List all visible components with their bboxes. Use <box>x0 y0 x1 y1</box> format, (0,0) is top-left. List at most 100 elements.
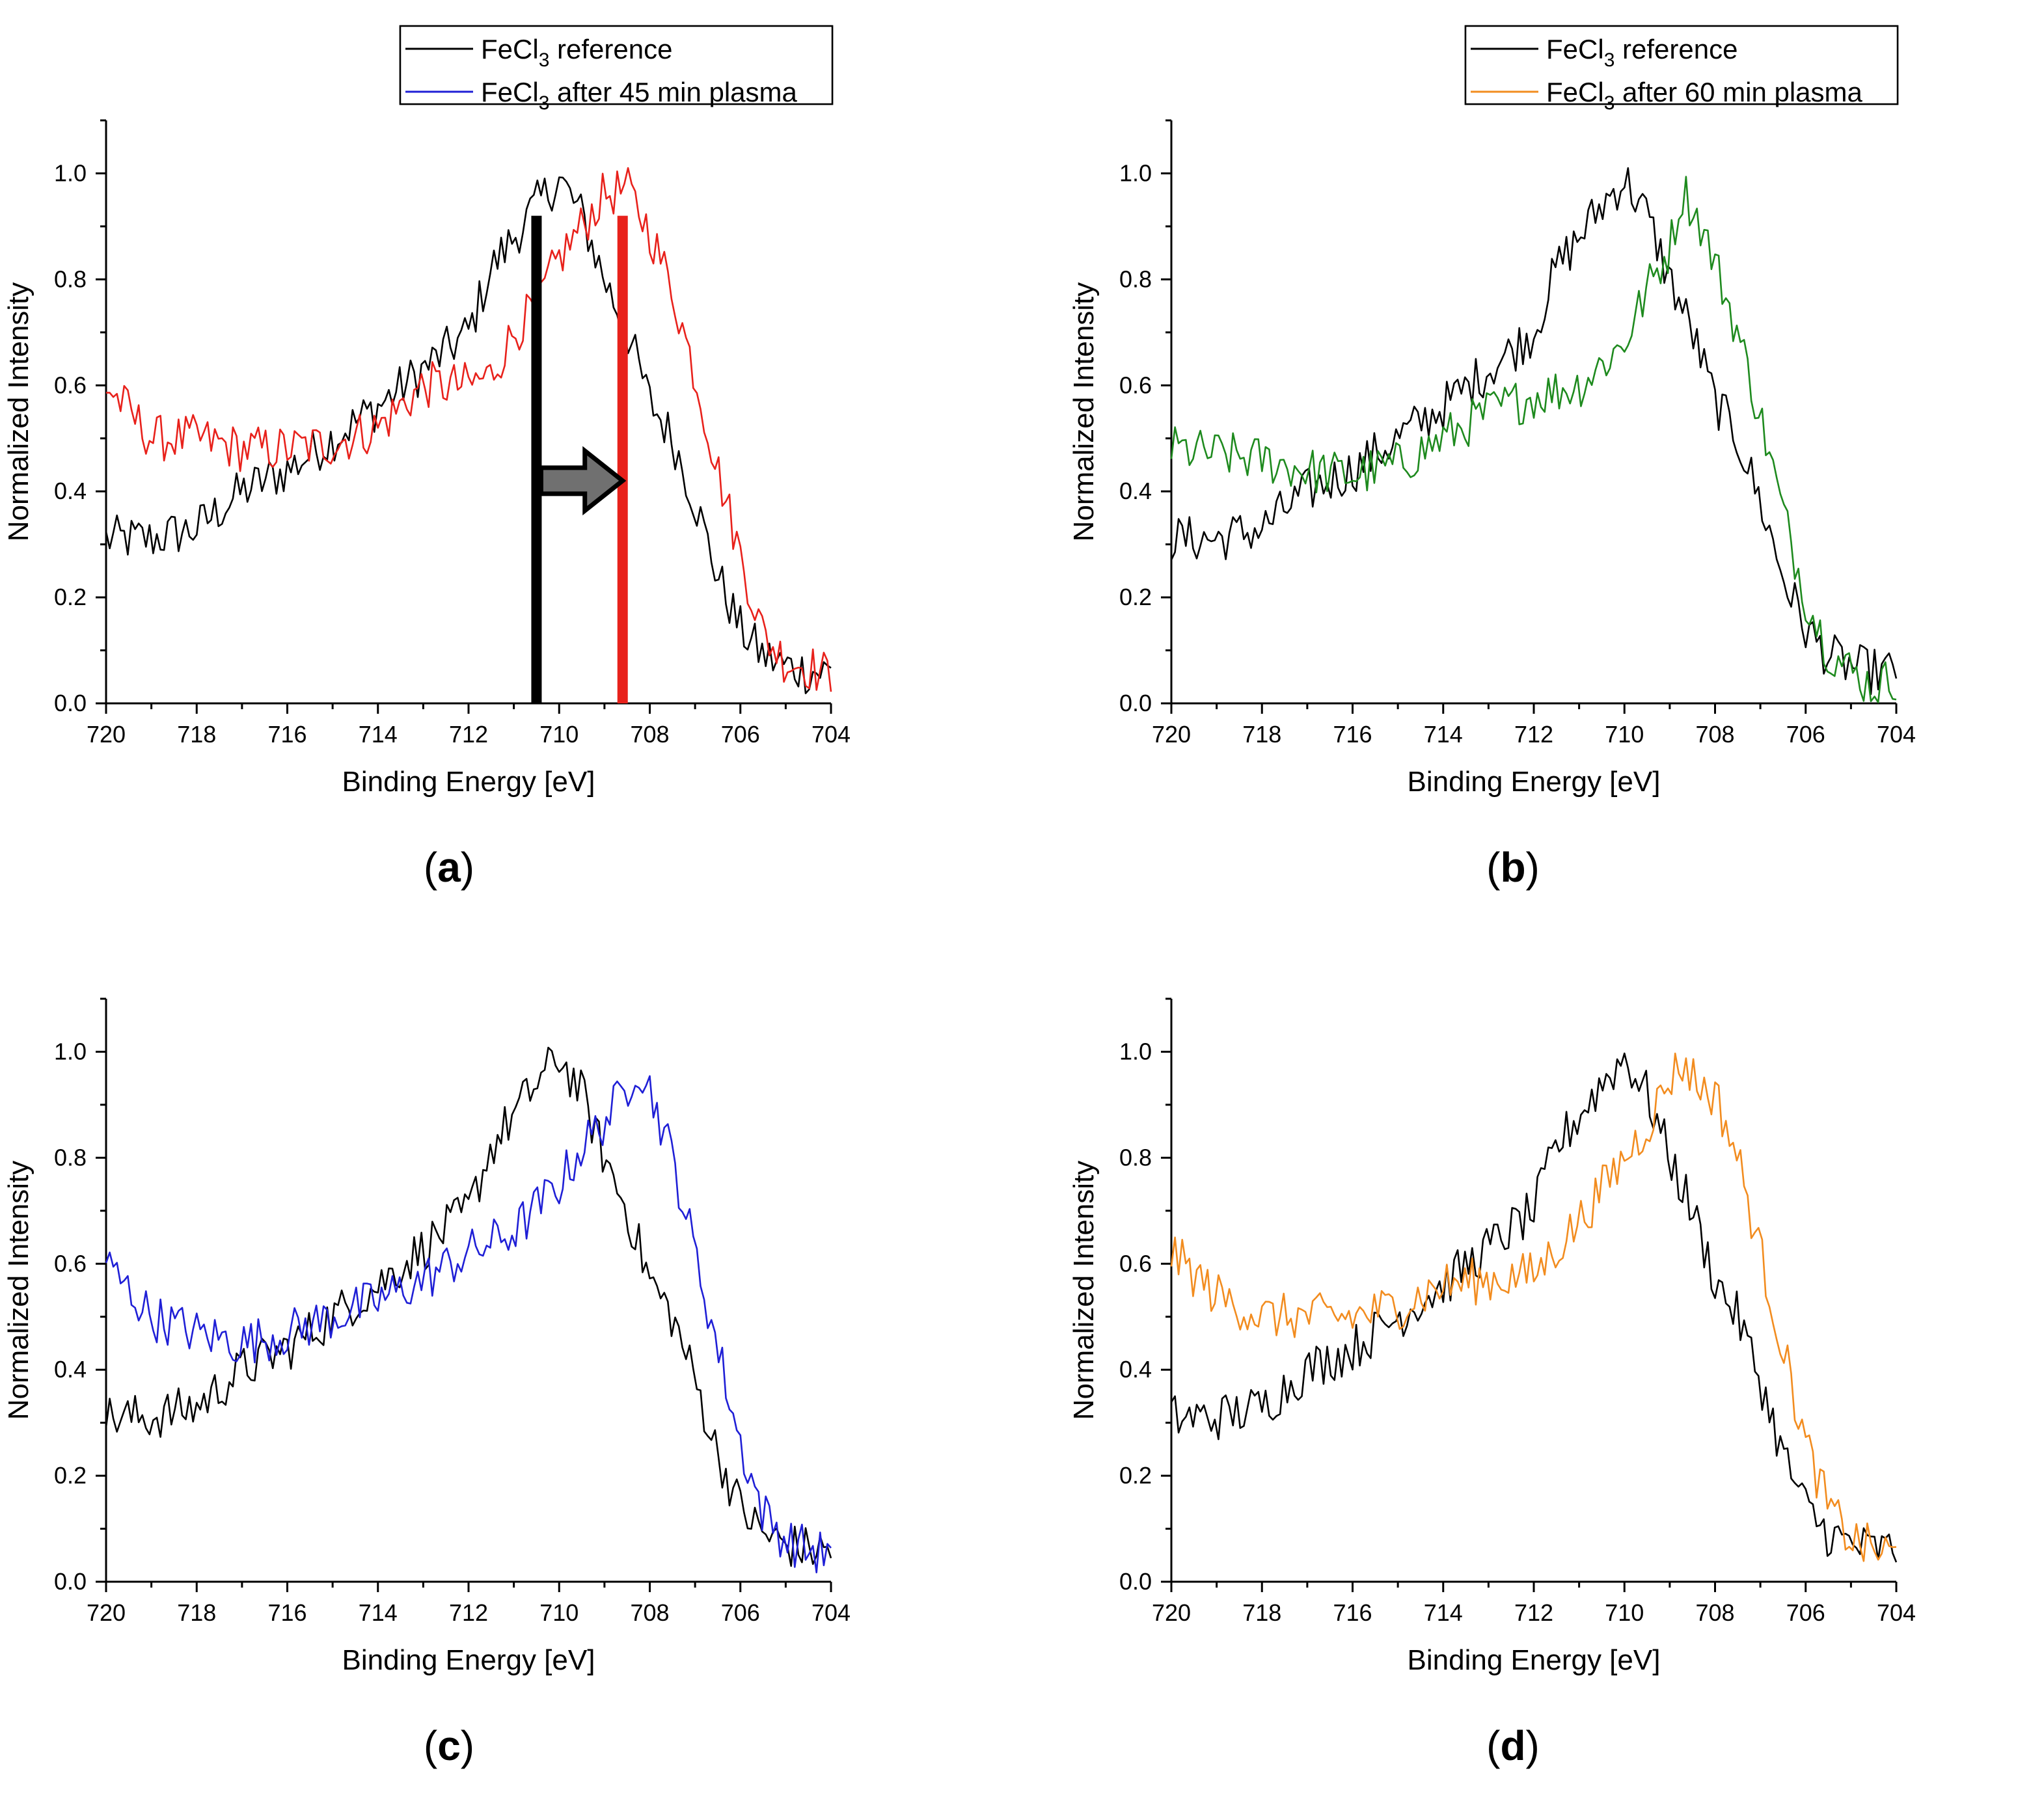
y-tick-label: 0.2 <box>54 584 87 610</box>
legend-label-subscript: 3 <box>539 92 550 114</box>
series-line-0 <box>105 1046 832 1567</box>
series-line-1 <box>106 167 832 692</box>
legend-label-suffix: after 45 min plasma <box>549 77 797 107</box>
panel-label-close: ) <box>1526 844 1540 891</box>
x-tick-label: 712 <box>1514 1599 1553 1626</box>
y-tick-label: 0.0 <box>54 1568 87 1595</box>
x-tick-label: 706 <box>721 1599 760 1626</box>
y-tick-label: 1.0 <box>54 1038 87 1064</box>
y-tick-label: 0.0 <box>54 690 87 716</box>
x-tick-label: 714 <box>359 721 398 748</box>
x-axis-label: Binding Energy [eV] <box>342 766 595 798</box>
y-tick-label: 0.6 <box>54 372 87 398</box>
y-tick-label: 0.4 <box>54 478 87 504</box>
y-axis-label: Normalized Intensity <box>1068 282 1100 542</box>
series-line-0 <box>1170 1052 1898 1563</box>
y-axis-label: Normalized Intensity <box>3 1161 34 1420</box>
panel-label-close: ) <box>461 1722 474 1769</box>
x-tick-label: 716 <box>1333 721 1372 748</box>
panel-label-letter: a <box>437 844 461 891</box>
series-line-1 <box>1170 176 1897 703</box>
x-tick-label: 708 <box>1695 1599 1734 1626</box>
legend-label-subscript: 3 <box>539 49 550 71</box>
y-tick-label: 1.0 <box>1119 159 1152 186</box>
x-tick-label: 710 <box>1605 1599 1644 1626</box>
y-tick-label: 0.2 <box>1119 584 1152 610</box>
panel-label-letter: b <box>1500 844 1525 891</box>
legend-label: FeCl3 reference <box>1546 34 1737 71</box>
x-tick-label: 718 <box>177 1599 216 1626</box>
legend-label-subscript: 3 <box>1604 49 1615 71</box>
y-tick-label: 1.0 <box>1119 1038 1152 1064</box>
panel-label-letter: c <box>437 1722 461 1769</box>
legend-label: FeCl3 reference <box>481 34 672 71</box>
panel-label: (b) <box>1486 844 1540 891</box>
x-tick-label: 708 <box>630 721 669 748</box>
x-tick-label: 716 <box>1333 1599 1372 1626</box>
panel-label-close: ) <box>461 844 474 891</box>
x-tick-label: 720 <box>87 1599 126 1626</box>
y-tick-label: 0.4 <box>1119 478 1152 504</box>
y-tick-label: 0.8 <box>54 1144 87 1171</box>
panel-label: (a) <box>424 844 474 891</box>
panel-a: 720 718 716 714 712 710 708 706 704 0.0 0.2 0.4 0.6 0… <box>3 25 851 891</box>
x-tick-label: 704 <box>1877 721 1916 748</box>
panel-label-open: ( <box>1486 844 1500 891</box>
panel-b: 720 718 716 714 712 710 708 706 704 0.0 0.2 0.4 0.6 0… <box>1068 25 1916 891</box>
y-tick-label: 0.0 <box>1119 690 1152 716</box>
x-tick-label: 710 <box>539 721 579 748</box>
series-line-1 <box>1170 1052 1897 1562</box>
series-line-0 <box>105 176 832 694</box>
y-tick-label: 0.4 <box>54 1356 87 1383</box>
legend-label-suffix: reference <box>549 34 672 64</box>
x-tick-label: 718 <box>1242 1599 1281 1626</box>
x-tick-label: 708 <box>1695 721 1734 748</box>
peak-marker-bar <box>531 215 542 704</box>
x-tick-label: 712 <box>449 1599 488 1626</box>
legend-label-prefix: FeCl <box>481 77 539 107</box>
x-tick-label: 714 <box>1424 1599 1463 1626</box>
x-tick-label: 714 <box>359 1599 398 1626</box>
legend-label: FeCl3 after 45 min plasma <box>481 77 798 114</box>
legend-label: FeCl3 after 60 min plasma <box>1546 77 1863 114</box>
y-tick-label: 0.6 <box>54 1250 87 1277</box>
legend-label-prefix: FeCl <box>1546 77 1604 107</box>
y-tick-label: 0.2 <box>54 1462 87 1489</box>
x-axis-label: Binding Energy [eV] <box>1408 1644 1661 1676</box>
x-tick-label: 710 <box>1605 721 1644 748</box>
x-tick-label: 706 <box>1786 1599 1825 1626</box>
y-tick-label: 0.6 <box>1119 1250 1152 1277</box>
x-tick-label: 710 <box>539 1599 579 1626</box>
x-tick-label: 706 <box>721 721 760 748</box>
panel-label-close: ) <box>1526 1722 1540 1769</box>
y-axis-label: Normalized Intensity <box>3 282 34 542</box>
panel-label-open: ( <box>424 844 437 891</box>
x-tick-label: 720 <box>87 721 126 748</box>
x-tick-label: 704 <box>811 1599 851 1626</box>
x-tick-label: 704 <box>811 721 851 748</box>
y-tick-label: 0.8 <box>1119 1144 1152 1171</box>
series-line-1 <box>105 1075 832 1574</box>
legend-label-prefix: FeCl <box>481 34 539 64</box>
x-tick-label: 714 <box>1424 721 1463 748</box>
x-tick-label: 718 <box>177 721 216 748</box>
panel-label-open: ( <box>424 1722 437 1769</box>
panel-label-letter: d <box>1500 1722 1525 1769</box>
panel-label: (d) <box>1486 1722 1540 1769</box>
y-tick-label: 1.0 <box>54 159 87 186</box>
y-tick-label: 0.0 <box>1119 1568 1152 1595</box>
x-axis-label: Binding Energy [eV] <box>342 1644 595 1676</box>
x-tick-label: 716 <box>267 1599 307 1626</box>
x-tick-label: 712 <box>1514 721 1553 748</box>
legend-label-prefix: FeCl <box>1546 34 1604 64</box>
y-tick-label: 0.4 <box>1119 1356 1152 1383</box>
x-tick-label: 712 <box>449 721 488 748</box>
panel-d: 720 718 716 714 712 710 708 706 704 0.0 0.2 0.4 0.6 0… <box>1068 25 1916 1769</box>
x-tick-label: 720 <box>1152 1599 1191 1626</box>
x-axis-label: Binding Energy [eV] <box>1408 766 1661 798</box>
y-tick-label: 0.8 <box>1119 265 1152 292</box>
panel-label: (c) <box>424 1722 474 1769</box>
y-tick-label: 0.2 <box>1119 1462 1152 1489</box>
legend-label-subscript: 3 <box>1604 92 1615 114</box>
